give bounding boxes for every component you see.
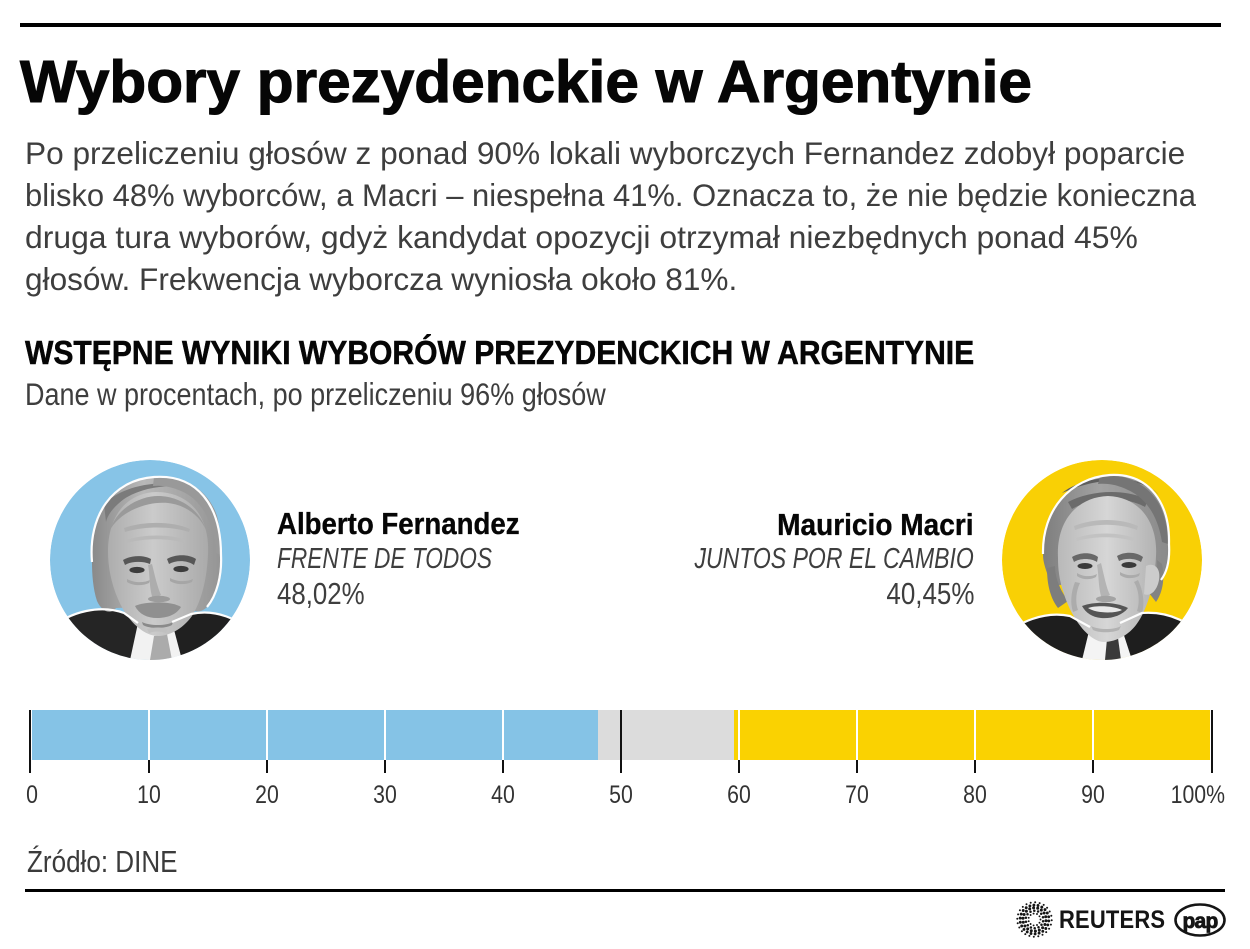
svg-text:pap: pap bbox=[1183, 910, 1218, 933]
